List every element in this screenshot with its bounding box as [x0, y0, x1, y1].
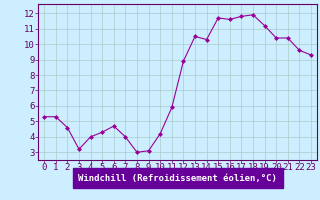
X-axis label: Windchill (Refroidissement éolien,°C): Windchill (Refroidissement éolien,°C)	[78, 174, 277, 183]
